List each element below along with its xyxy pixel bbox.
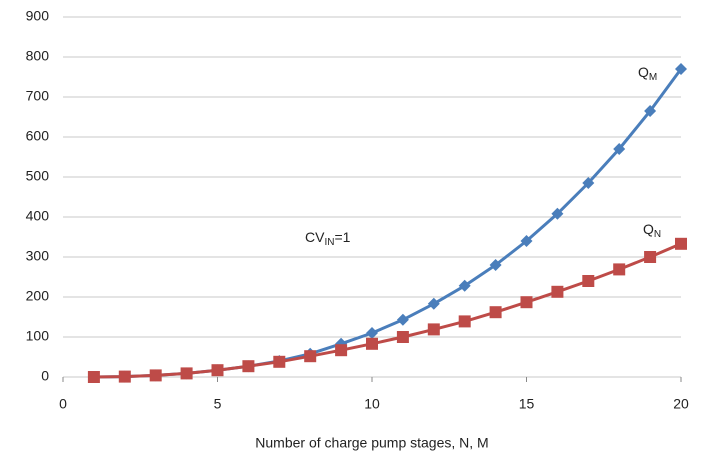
marker: [118, 370, 131, 383]
marker: [396, 313, 409, 326]
annotation: CVIN=1: [305, 229, 351, 248]
marker: [366, 327, 378, 339]
y-tick-label: 100: [26, 328, 50, 344]
y-tick-label: 0: [41, 368, 49, 384]
marker: [273, 355, 286, 368]
marker: [396, 331, 409, 343]
marker: [551, 285, 564, 298]
marker: [427, 297, 440, 310]
marker: [149, 369, 162, 382]
y-tick-label: 500: [26, 168, 50, 184]
marker: [180, 367, 193, 380]
marker: [644, 251, 657, 263]
marker: [551, 207, 564, 220]
series-label-part: Q: [638, 64, 649, 80]
series-line: [93, 242, 682, 379]
marker: [582, 177, 595, 189]
y-tick-label: 300: [26, 248, 50, 264]
marker: [489, 306, 502, 319]
series-line: [93, 68, 683, 379]
marker: [520, 235, 533, 247]
marker: [427, 323, 440, 336]
marker: [458, 279, 471, 292]
y-tick-label: 700: [26, 88, 50, 104]
y-tick-label: 900: [26, 8, 50, 24]
annotation-part: =1: [334, 229, 350, 245]
y-tick-label: 800: [26, 48, 50, 64]
series-label-part: Q: [643, 221, 654, 237]
x-tick-label: 0: [59, 396, 67, 412]
marker: [644, 105, 657, 117]
series-label-part: M: [649, 72, 657, 83]
marker: [582, 275, 595, 287]
x-tick-label: 5: [214, 396, 222, 412]
x-tick-label: 15: [519, 396, 535, 412]
x-tick-label: 20: [673, 396, 689, 412]
y-tick-label: 400: [26, 208, 50, 224]
x-axis-label: Number of charge pump stages, N, M: [255, 435, 488, 451]
marker: [335, 344, 348, 357]
marker: [242, 360, 255, 373]
marker: [87, 371, 100, 383]
marker: [613, 143, 626, 155]
marker: [366, 337, 378, 350]
series-label: QN: [643, 221, 661, 240]
marker: [675, 237, 687, 250]
series-label-part: N: [654, 229, 661, 240]
marker: [458, 315, 471, 328]
series-label: QM: [638, 64, 657, 83]
y-tick-label: 200: [26, 288, 50, 304]
y-tick-label: 600: [26, 128, 50, 144]
x-tick-label: 10: [364, 396, 380, 412]
marker: [304, 350, 317, 363]
marker: [489, 259, 502, 271]
marker: [675, 63, 687, 75]
annotation-part: IN: [324, 237, 334, 248]
marker: [211, 364, 224, 377]
annotation-part: CV: [305, 229, 325, 245]
marker: [613, 263, 626, 276]
marker: [520, 296, 533, 309]
